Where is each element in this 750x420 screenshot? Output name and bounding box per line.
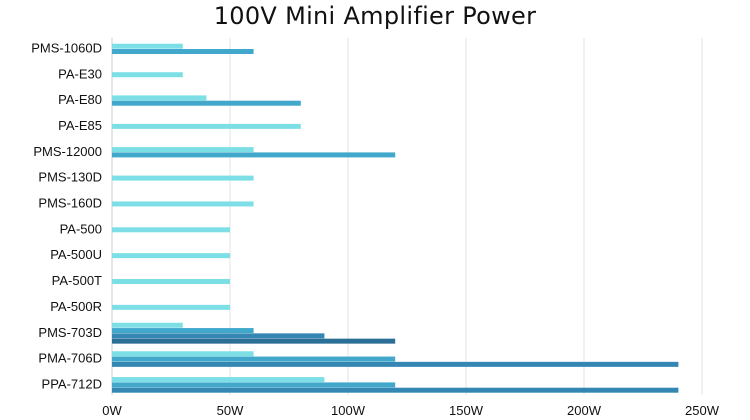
x-tick-label: 0W [102,403,122,418]
bar [112,387,679,393]
category-label: PA-500 [60,221,102,236]
category-label: PA-E80 [58,92,102,107]
bar [112,322,183,328]
bar [112,227,230,233]
bar [112,377,325,383]
category-label: PMS-160D [38,196,102,211]
bar [112,95,207,101]
category-label: PA-500U [50,247,102,262]
bar [112,43,183,49]
bar [112,100,301,106]
category-label: PMS-130D [38,170,102,185]
bar [112,72,183,78]
x-tick-label: 150W [449,403,484,418]
category-label: PPA-712D [42,376,102,391]
category-label: PA-500R [50,299,102,314]
category-label: PMS-703D [38,325,102,340]
bar [112,351,254,357]
x-tick-label: 250W [685,403,720,418]
category-label: PMS-12000 [33,144,102,159]
bar [112,333,325,339]
category-label: PMA-706D [38,351,102,366]
bar [112,356,396,362]
bar [112,123,301,129]
bar [112,175,254,181]
category-label: PA-500T [52,273,102,288]
bar [112,253,230,259]
bar [112,361,679,367]
x-tick-label: 50W [217,403,244,418]
bar [112,152,396,158]
bar [112,201,254,207]
bar [112,382,396,388]
x-tick-label: 100W [331,403,366,418]
bar [112,147,254,153]
bar [112,328,254,334]
category-label: PA-E30 [58,66,102,81]
x-tick-label: 200W [567,403,602,418]
category-label: PA-E85 [58,118,102,133]
bar [112,338,396,344]
chart-title: 100V Mini Amplifier Power [213,2,537,30]
category-label: PMS-1060D [31,40,102,55]
bar [112,304,230,310]
bar [112,279,230,284]
bar [112,49,254,54]
